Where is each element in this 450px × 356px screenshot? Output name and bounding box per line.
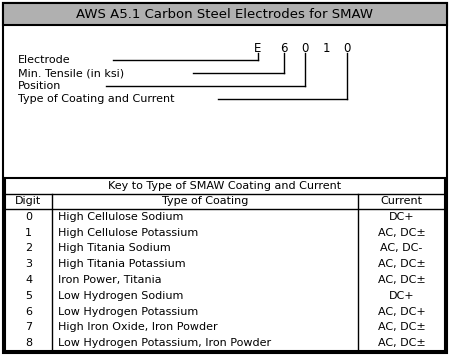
Text: 6: 6 [25, 307, 32, 316]
Text: E: E [254, 42, 262, 54]
Text: High Titania Sodium: High Titania Sodium [58, 244, 171, 253]
Text: 2: 2 [25, 244, 32, 253]
Text: High Iron Oxide, Iron Powder: High Iron Oxide, Iron Powder [58, 322, 218, 333]
Text: AWS A5.1 Carbon Steel Electrodes for SMAW: AWS A5.1 Carbon Steel Electrodes for SMA… [76, 7, 373, 21]
Text: Electrode: Electrode [18, 55, 71, 65]
Text: AC, DC±: AC, DC± [378, 259, 425, 269]
Text: AC, DC±: AC, DC± [378, 338, 425, 348]
Text: 0: 0 [302, 42, 309, 54]
Text: 0: 0 [25, 212, 32, 222]
Text: AC, DC±: AC, DC± [378, 322, 425, 333]
Text: AC, DC+: AC, DC+ [378, 307, 425, 316]
Text: High Cellulose Sodium: High Cellulose Sodium [58, 212, 184, 222]
Text: Low Hydrogen Sodium: Low Hydrogen Sodium [58, 291, 184, 301]
Text: DC+: DC+ [389, 212, 414, 222]
Text: AC, DC±: AC, DC± [378, 275, 425, 285]
Text: Low Hydrogen Potassium: Low Hydrogen Potassium [58, 307, 198, 316]
Text: 4: 4 [25, 275, 32, 285]
Text: 6: 6 [280, 42, 288, 54]
Text: Digit: Digit [15, 197, 41, 206]
Text: 3: 3 [25, 259, 32, 269]
Text: 1: 1 [322, 42, 330, 54]
Text: Type of Coating and Current: Type of Coating and Current [18, 94, 175, 104]
Text: High Titania Potassium: High Titania Potassium [58, 259, 185, 269]
Bar [3, 3, 447, 25]
Text: High Cellulose Potassium: High Cellulose Potassium [58, 228, 198, 238]
Text: Low Hydrogen Potassium, Iron Powder: Low Hydrogen Potassium, Iron Powder [58, 338, 271, 348]
Text: AC, DC-: AC, DC- [380, 244, 423, 253]
Text: Iron Power, Titania: Iron Power, Titania [58, 275, 162, 285]
Text: 7: 7 [25, 322, 32, 333]
Text: Current: Current [381, 197, 423, 206]
Text: 8: 8 [25, 338, 32, 348]
Text: 0: 0 [343, 42, 351, 54]
Text: 1: 1 [25, 228, 32, 238]
Text: Min. Tensile (in ksi): Min. Tensile (in ksi) [18, 68, 124, 78]
Text: Position: Position [18, 81, 61, 91]
Text: Type of Coating: Type of Coating [162, 197, 248, 206]
Bar [3, 3, 447, 25]
Text: AC, DC±: AC, DC± [378, 228, 425, 238]
Bar [5, 178, 445, 351]
Text: DC+: DC+ [389, 291, 414, 301]
Text: 5: 5 [25, 291, 32, 301]
Text: Key to Type of SMAW Coating and Current: Key to Type of SMAW Coating and Current [108, 181, 342, 191]
